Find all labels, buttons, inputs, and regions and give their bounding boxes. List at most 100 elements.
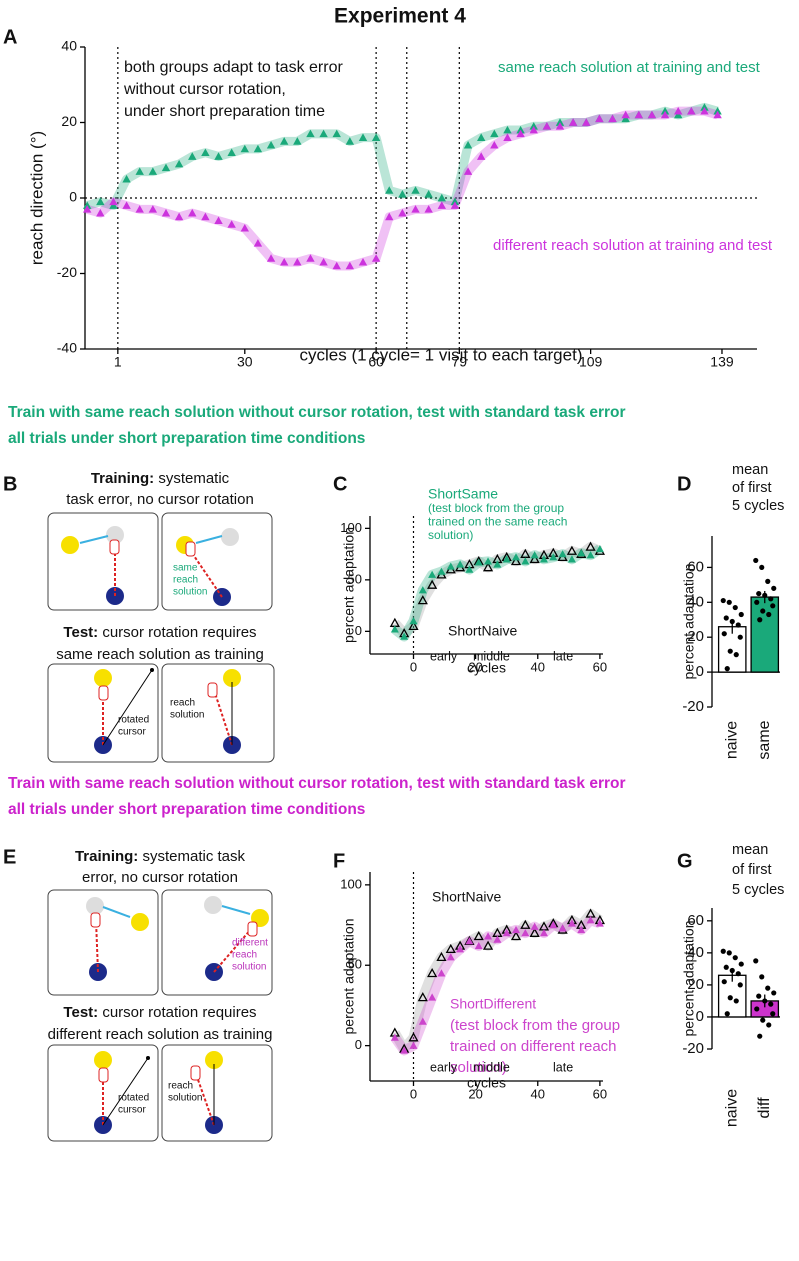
data-point xyxy=(188,152,197,160)
x-tick-label: 139 xyxy=(710,354,734,370)
data-point xyxy=(595,544,604,553)
arrow xyxy=(102,906,131,918)
data-point xyxy=(240,144,249,153)
caption-bold: Training: xyxy=(91,470,154,487)
data-point xyxy=(621,110,630,119)
data-point xyxy=(371,254,381,262)
data-point xyxy=(371,133,381,141)
subject-dot xyxy=(771,585,777,591)
subject-dot xyxy=(733,998,739,1004)
data-point xyxy=(345,261,355,270)
data-point xyxy=(253,144,263,153)
diagram-caption: Training: systematic xyxy=(91,470,230,487)
x-axis-label: cycles (1 cycle= 1 visit to each target) xyxy=(300,345,583,364)
subject-dot xyxy=(721,979,727,985)
diagram-caption: error, no cursor rotation xyxy=(82,869,238,886)
phase-label: early xyxy=(430,1060,458,1074)
panel-title: of first xyxy=(732,480,771,496)
data-point xyxy=(608,114,617,123)
target xyxy=(94,1051,112,1069)
panel-letter: B xyxy=(3,473,17,495)
reach-path xyxy=(189,549,223,598)
x-tick-label: naive xyxy=(723,721,740,759)
data-point xyxy=(266,140,276,149)
diagram-label: different xyxy=(232,938,268,949)
data-point xyxy=(446,953,455,961)
data-point xyxy=(408,1032,419,1042)
phase-label: middle xyxy=(473,649,510,663)
data-point xyxy=(520,548,531,558)
data-point xyxy=(161,208,171,217)
phase-label: early xyxy=(430,649,458,663)
subject-dot xyxy=(760,608,766,614)
target xyxy=(131,913,149,931)
data-point xyxy=(437,567,446,575)
hand xyxy=(90,912,101,928)
panel-letters: A B C D E F G xyxy=(3,26,693,872)
data-point xyxy=(96,197,105,206)
data-point xyxy=(319,257,328,266)
data-point xyxy=(516,129,525,138)
data-point xyxy=(358,133,368,141)
data-point xyxy=(529,125,538,134)
data-point xyxy=(174,159,184,168)
bar xyxy=(750,596,780,673)
cursor xyxy=(146,1056,150,1060)
panel-letter: G xyxy=(677,850,693,872)
data-point xyxy=(586,916,595,924)
data-point xyxy=(567,555,576,563)
data-point xyxy=(135,167,144,175)
x-tick-label: 0 xyxy=(410,1086,417,1101)
data-point xyxy=(595,114,604,123)
series-label: ShortNaive xyxy=(432,889,501,905)
data-point xyxy=(465,937,474,945)
data-point xyxy=(529,927,540,937)
subject-dot xyxy=(765,985,771,991)
data-point xyxy=(493,560,502,568)
data-point xyxy=(279,137,289,145)
subject-dot xyxy=(754,1006,760,1012)
diagram-box xyxy=(161,663,275,763)
series-label: same reach solution at training and test xyxy=(498,59,761,76)
hand xyxy=(98,1067,109,1083)
caption-bold: Test: xyxy=(63,624,98,641)
y-tick-label: -40 xyxy=(57,340,77,356)
subject-dot xyxy=(766,611,772,618)
y-axis-label: percent adaptation xyxy=(341,527,357,643)
data-point xyxy=(436,951,447,962)
section-heading: Train with same reach solution without c… xyxy=(8,404,626,421)
target xyxy=(205,1051,223,1069)
subject-dot xyxy=(770,603,776,609)
series-label: ShortSame xyxy=(428,486,498,502)
data-point xyxy=(474,941,483,950)
data-point xyxy=(96,208,105,217)
panel-title: 5 cycles xyxy=(732,498,784,514)
subject-dot xyxy=(723,964,729,970)
data-point xyxy=(385,186,394,194)
panel-title: 5 cycles xyxy=(732,882,784,898)
data-point xyxy=(345,137,355,145)
data-point xyxy=(490,129,499,138)
annotation: both groups adapt to task error xyxy=(124,59,343,76)
data-point xyxy=(474,558,483,566)
data-point xyxy=(424,190,433,198)
y-axis-label: percent adaptation xyxy=(681,921,697,1037)
data-point xyxy=(456,945,465,953)
section-heading: all trials under short preparation time … xyxy=(8,430,365,447)
x-tick-label: 60 xyxy=(368,354,384,370)
data-point xyxy=(418,1017,427,1025)
arrow xyxy=(79,535,109,544)
subject-dot xyxy=(738,961,744,967)
subject-dot xyxy=(735,971,741,977)
data-point xyxy=(493,935,502,943)
annotation: without cursor rotation, xyxy=(123,81,286,98)
annotation: solution) xyxy=(450,1059,507,1076)
data-point xyxy=(122,201,131,209)
y-tick-label: -20 xyxy=(682,1040,704,1057)
diagram-label: solution xyxy=(168,1093,202,1104)
data-point xyxy=(428,993,437,1001)
data-point xyxy=(227,148,236,157)
hand xyxy=(190,1065,201,1081)
x-tick-label: 1 xyxy=(114,354,122,370)
data-point xyxy=(502,555,511,563)
